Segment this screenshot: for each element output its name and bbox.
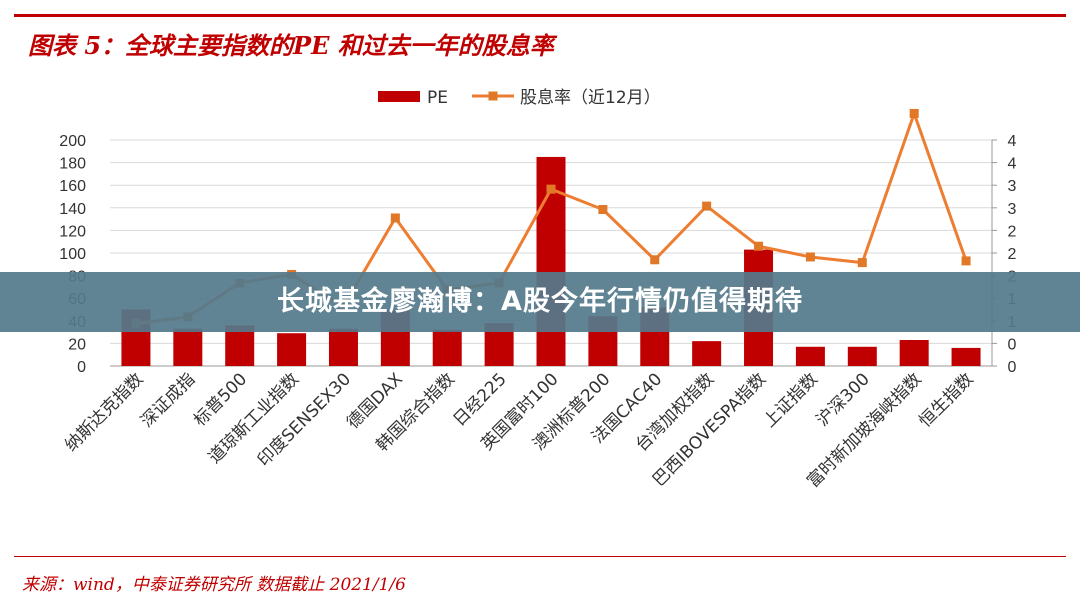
right-tick-label: 3 (1008, 201, 1017, 218)
left-tick-label: 160 (59, 178, 86, 195)
legend-dividend-label: 股息率（近12月） (520, 88, 661, 108)
right-tick-label: 2 (1008, 223, 1017, 240)
pe-bar (225, 325, 255, 366)
headline-banner: 长城基金廖瀚博：A股今年行情仍值得期待 (0, 272, 1080, 332)
left-tick-label: 100 (59, 246, 86, 263)
banner-headline: 长城基金廖瀚博：A股今年行情仍值得期待 (277, 286, 803, 317)
left-tick-label: 120 (59, 223, 86, 240)
dividend-point (546, 184, 556, 194)
category-label: 印度SENSEX30 (254, 369, 355, 470)
right-tick-label: 4 (1008, 156, 1017, 173)
right-tick-label: 3 (1008, 178, 1017, 195)
category-label: 上证指数 (760, 369, 822, 431)
source-rule (14, 556, 1066, 557)
dividend-point (961, 256, 971, 266)
left-tick-label: 140 (59, 201, 86, 218)
pe-bar (328, 328, 358, 366)
pe-bar (173, 328, 203, 366)
pe-bar (432, 329, 462, 366)
right-tick-label: 0 (1008, 336, 1017, 353)
category-label: 深证成指 (137, 369, 199, 431)
left-tick-label: 200 (59, 133, 86, 150)
dividend-point (857, 258, 867, 268)
dividend-point (909, 108, 919, 118)
title-rule (14, 14, 1066, 17)
source-note: 来源：wind，中泰证券研究所 数据截止 2021/1/6 (22, 575, 406, 595)
dividend-point (754, 241, 764, 251)
category-label: 纳斯达克指数 (61, 369, 147, 455)
pe-bar (899, 340, 929, 366)
dividend-point (650, 255, 660, 265)
dividend-point (805, 252, 815, 262)
left-tick-label: 0 (77, 359, 86, 376)
pe-bar (795, 346, 825, 366)
category-label: 道琼斯工业指数 (205, 369, 303, 467)
dividend-point (390, 213, 400, 223)
legend-pe-swatch (378, 91, 420, 102)
legend-pe-label: PE (427, 88, 448, 108)
pe-bar (951, 347, 981, 366)
pe-bar (847, 346, 877, 366)
dividend-point (598, 204, 608, 214)
category-label: 恒生指数 (915, 369, 977, 431)
dividend-point (702, 201, 712, 211)
legend-dividend-marker (488, 91, 498, 101)
pe-bar (277, 333, 307, 366)
right-tick-label: 0 (1008, 359, 1017, 376)
right-tick-label: 2 (1008, 246, 1017, 263)
left-tick-label: 20 (68, 336, 86, 353)
pe-bar (692, 341, 722, 366)
right-tick-label: 4 (1008, 133, 1017, 150)
left-tick-label: 180 (59, 156, 86, 173)
figure-title: 图表 5：全球主要指数的PE 和过去一年的股息率 (28, 31, 554, 60)
